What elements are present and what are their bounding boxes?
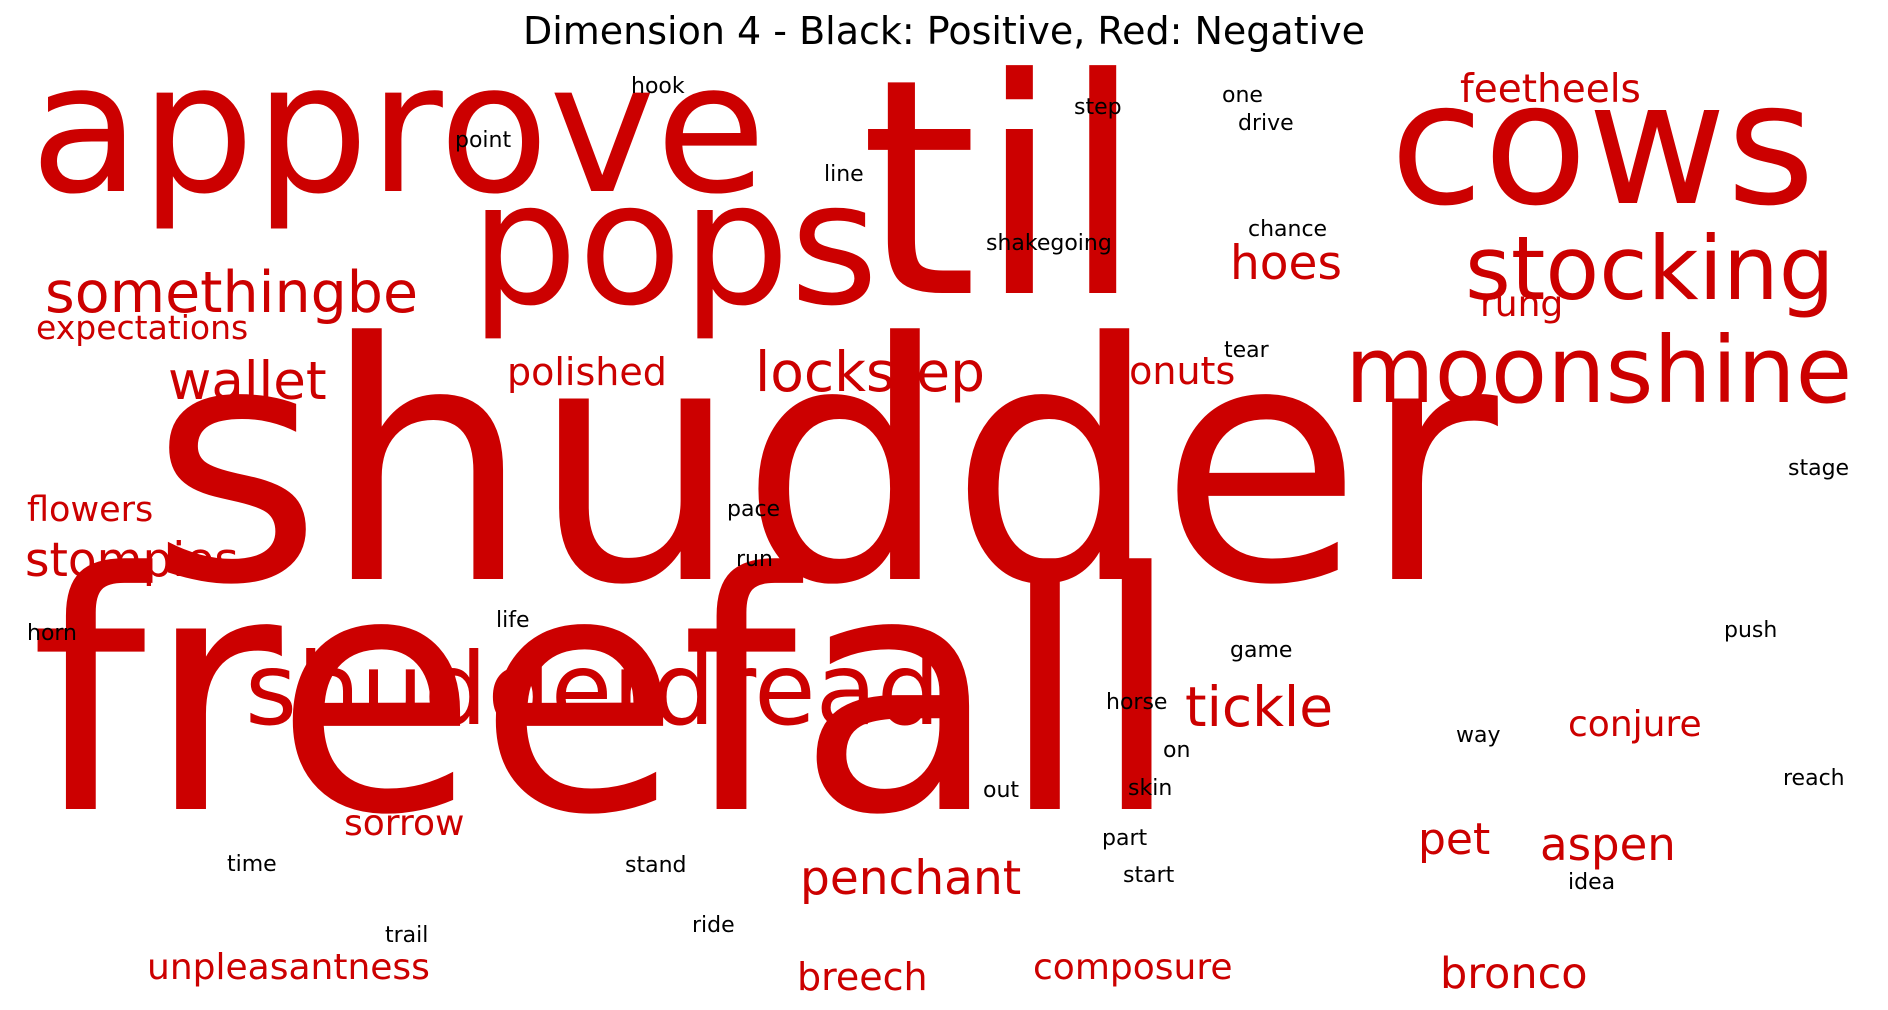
word-shudderdread: shudderdread bbox=[245, 631, 941, 748]
word-hoes: hoes bbox=[1230, 236, 1342, 291]
word-conjure: conjure bbox=[1568, 704, 1702, 745]
word-rung: rung bbox=[1480, 284, 1564, 325]
word-moonshine: moonshine bbox=[1345, 317, 1853, 424]
word-chance: chance bbox=[1248, 217, 1328, 242]
word-horn: horn bbox=[27, 621, 78, 646]
word-game: game bbox=[1230, 638, 1293, 663]
word-flowers: flowers bbox=[27, 490, 154, 530]
word-approve: approve bbox=[30, 25, 767, 234]
word-donuts: donuts bbox=[1105, 349, 1236, 393]
word-trail: trail bbox=[385, 923, 429, 948]
word-skin: skin bbox=[1128, 776, 1173, 801]
word-wallet: wallet bbox=[168, 351, 327, 412]
word-breech: breech bbox=[797, 955, 928, 999]
word-line: line bbox=[824, 162, 864, 187]
word-one: one bbox=[1222, 83, 1263, 108]
word-out: out bbox=[983, 778, 1020, 803]
word-run: run bbox=[736, 547, 773, 572]
word-lockstep: lockstep bbox=[755, 340, 985, 404]
word-tickle: tickle bbox=[1185, 675, 1334, 739]
word-stocking: stocking bbox=[1465, 217, 1835, 320]
word-shudder: shudder bbox=[150, 273, 1498, 657]
word-sorrow: sorrow bbox=[344, 803, 465, 844]
word-composure: composure bbox=[1033, 947, 1233, 988]
word-drive: drive bbox=[1238, 111, 1294, 136]
word-pops: pops bbox=[470, 146, 879, 344]
word-part: part bbox=[1102, 826, 1148, 851]
figure-title: Dimension 4 - Black: Positive, Red: Nega… bbox=[522, 9, 1366, 53]
word-on: on bbox=[1163, 738, 1191, 763]
word-feetheels: feetheels bbox=[1460, 67, 1641, 112]
word-stage: stage bbox=[1788, 456, 1850, 481]
word-reach: reach bbox=[1783, 766, 1845, 791]
word-push: push bbox=[1724, 618, 1778, 643]
word-life: life bbox=[496, 608, 530, 633]
word-way: way bbox=[1456, 723, 1501, 748]
word-til: til bbox=[860, 15, 1145, 364]
word-time: time bbox=[227, 852, 277, 877]
word-step: step bbox=[1074, 95, 1122, 120]
word-bronco: bronco bbox=[1440, 949, 1588, 999]
word-somethingbe: somethingbe bbox=[45, 260, 419, 326]
word-idea: idea bbox=[1568, 870, 1616, 895]
word-ride: ride bbox=[692, 913, 735, 938]
word-tear: tear bbox=[1224, 338, 1269, 363]
word-hook: hook bbox=[631, 74, 685, 99]
word-aspen: aspen bbox=[1540, 818, 1676, 871]
word-point: point bbox=[455, 128, 512, 153]
word-penchant: penchant bbox=[800, 851, 1022, 906]
word-polished: polished bbox=[507, 350, 667, 394]
word-stand: stand bbox=[625, 853, 687, 878]
word-expectations: expectations bbox=[36, 308, 249, 347]
word-stompies: stompies bbox=[25, 533, 239, 588]
word-start: start bbox=[1123, 863, 1175, 888]
word-horse: horse bbox=[1106, 690, 1168, 715]
word-cows: cows bbox=[1390, 46, 1816, 244]
word-shakegoing: shakegoing bbox=[986, 231, 1112, 256]
word-pet: pet bbox=[1418, 814, 1491, 865]
word-unpleasantness: unpleasantness bbox=[147, 947, 430, 988]
word-pace: pace bbox=[727, 497, 781, 522]
word-freefall: freefall bbox=[30, 503, 1183, 887]
